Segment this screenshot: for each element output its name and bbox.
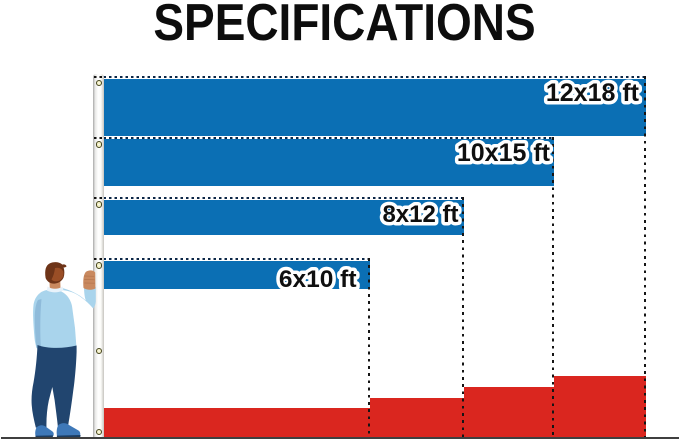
- svg-text:8x12 ft: 8x12 ft: [382, 201, 458, 228]
- svg-text:6x10 ft: 6x10 ft: [279, 266, 357, 293]
- svg-text:10x15 ft: 10x15 ft: [457, 139, 551, 167]
- svg-text:12x18 ft: 12x18 ft: [546, 79, 640, 107]
